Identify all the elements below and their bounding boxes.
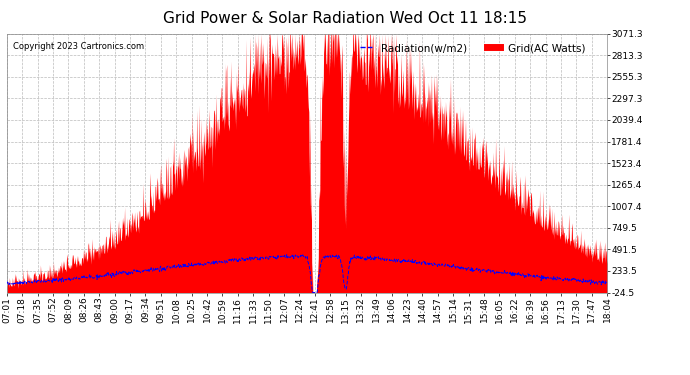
- Text: Grid Power & Solar Radiation Wed Oct 11 18:15: Grid Power & Solar Radiation Wed Oct 11 …: [163, 11, 527, 26]
- Text: Copyright 2023 Cartronics.com: Copyright 2023 Cartronics.com: [13, 42, 144, 51]
- Legend: Radiation(w/m2), Grid(AC Watts): Radiation(w/m2), Grid(AC Watts): [355, 39, 590, 57]
